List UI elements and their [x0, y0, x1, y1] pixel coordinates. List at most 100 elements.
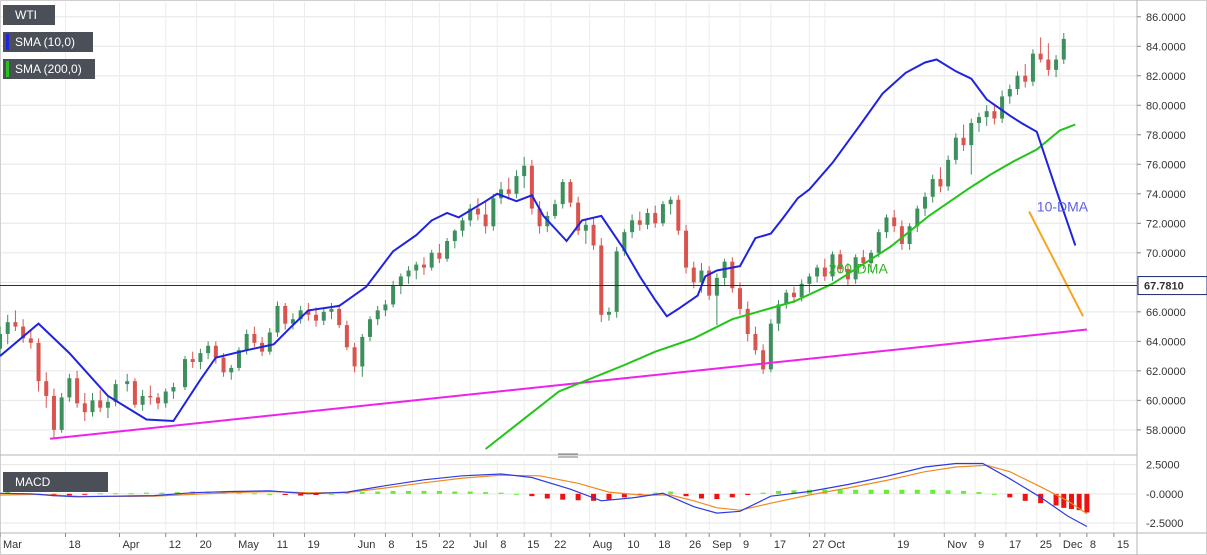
y-tick-label: 84.0000: [1146, 41, 1186, 53]
x-tick-label: Oct: [828, 539, 845, 551]
macd-hist-bar: [853, 489, 859, 494]
candle-body: [75, 378, 80, 404]
macd-y-tick-label: 2.5000: [1146, 460, 1180, 472]
candle-body: [491, 198, 496, 227]
candle-body: [822, 267, 827, 277]
sma10-badge[interactable]: SMA (10,0): [3, 32, 93, 52]
sma200-line: [484, 123, 1076, 450]
x-tick-label: Nov: [947, 539, 967, 551]
x-tick-label: 10: [627, 539, 639, 551]
x-tick-label: 8: [500, 539, 506, 551]
candle-body: [1015, 75, 1020, 90]
candle-body: [421, 264, 426, 268]
candle-body: [630, 220, 635, 233]
macd-hist-bar: [837, 489, 843, 494]
candle-body: [753, 333, 758, 351]
indicator-lines: [0, 58, 1137, 528]
macd-hist-bar: [313, 493, 319, 495]
x-tick-label: 8: [388, 539, 394, 551]
candle-body: [606, 311, 611, 315]
candle-body: [213, 345, 218, 358]
candle-body: [553, 204, 558, 216]
candle-body: [861, 257, 866, 264]
macd-hist-bar: [436, 490, 442, 494]
candle-body: [13, 322, 18, 327]
candle-body: [946, 159, 951, 187]
candle-body: [198, 353, 203, 362]
x-tick-label: Jun: [358, 539, 376, 551]
candle-body: [267, 332, 272, 352]
candle-body: [799, 283, 804, 298]
candle-body: [148, 395, 153, 398]
candle-body: [676, 199, 681, 231]
candle-body: [252, 333, 257, 343]
y-tick-label: 76.0000: [1146, 159, 1186, 171]
candle-body: [499, 189, 504, 199]
macd-hist-bar: [467, 491, 473, 494]
macd-hist-bar: [991, 493, 997, 495]
candle-body: [738, 288, 743, 309]
sma200-badge[interactable]: SMA (200,0): [3, 59, 95, 79]
candle-body: [314, 314, 319, 321]
macd-hist-bar: [236, 492, 242, 494]
macd-badge[interactable]: MACD (12,26,9): [3, 472, 108, 509]
candle-body: [437, 252, 442, 259]
y-tick-label: 80.0000: [1146, 100, 1186, 112]
y-tick-label: 60.0000: [1146, 395, 1186, 407]
macd-hist-bar: [174, 492, 180, 494]
candle-body: [953, 137, 958, 160]
macd-hist-bar: [714, 493, 720, 500]
macd-hist-bar: [668, 491, 674, 494]
annotation-200dma: 200-DMA: [829, 260, 889, 276]
macd-histogram: [5, 489, 1090, 513]
candle-body: [283, 305, 288, 324]
candle-body: [360, 336, 365, 367]
candle-body: [961, 137, 966, 146]
macd-hist-bar: [452, 491, 458, 494]
candle-body: [375, 310, 380, 320]
macd-hist-bar: [421, 490, 427, 494]
annotation-10dma: 10-DMA: [1037, 199, 1089, 215]
candle-body: [183, 359, 188, 388]
candle-body: [352, 347, 357, 367]
y-tick-label: 64.0000: [1146, 336, 1186, 348]
candle-body: [653, 212, 658, 224]
candle-body: [337, 308, 342, 326]
instrument-badge[interactable]: WTI: [3, 5, 55, 25]
candle-body: [892, 217, 897, 227]
macd-hist-bar: [282, 493, 288, 495]
candle-body: [406, 270, 411, 277]
candle-body: [391, 285, 396, 305]
macd-hist-bar: [298, 493, 304, 496]
candle-body: [699, 270, 704, 283]
macd-signal-line: [0, 464, 1088, 515]
macd-hist-bar: [82, 493, 88, 495]
macd-hist-bar: [575, 493, 581, 501]
macd-hist-bar: [868, 489, 874, 494]
candle-body: [113, 384, 118, 402]
candle-body: [984, 111, 989, 118]
x-tick-label: 15: [527, 539, 539, 551]
candle-body: [791, 292, 796, 298]
candle-body: [105, 401, 110, 408]
candle-body: [591, 224, 596, 246]
candle-body: [306, 310, 311, 315]
candle-body: [206, 345, 211, 354]
x-tick-label: 25: [1040, 539, 1052, 551]
macd-hist-bar: [97, 493, 103, 495]
x-tick-label: 8: [1090, 539, 1096, 551]
candle-body: [383, 304, 388, 311]
candle-body: [82, 403, 87, 413]
macd-hist-bar: [1053, 493, 1059, 506]
y-tick-label: 66.0000: [1146, 307, 1186, 319]
x-tick-label: Apr: [122, 539, 139, 551]
candle-body: [768, 323, 773, 370]
y-tick-label: 82.0000: [1146, 71, 1186, 83]
candle-body: [190, 359, 195, 362]
candle-body: [560, 182, 565, 205]
x-tick-label: 12: [169, 539, 181, 551]
candle-body: [298, 310, 303, 320]
macd-hist-bar: [961, 490, 967, 494]
sma10-swatch: [6, 34, 9, 50]
